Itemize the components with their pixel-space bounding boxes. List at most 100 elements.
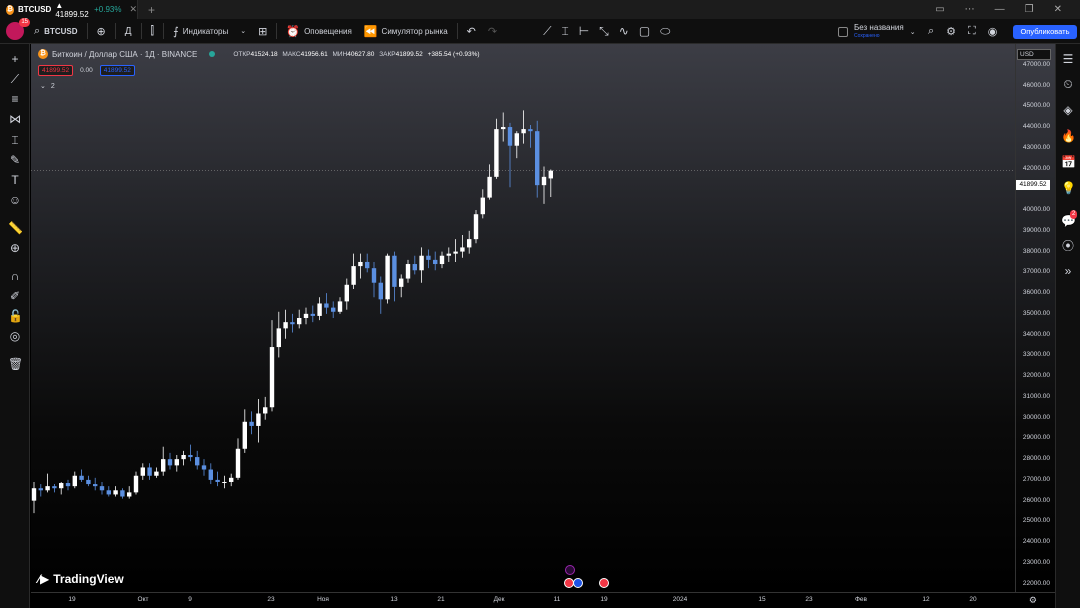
candle[interactable]: [392, 251, 397, 302]
time-axis-settings-icon[interactable]: ⚙: [1028, 595, 1037, 605]
candle[interactable]: [154, 467, 159, 478]
candle[interactable]: [405, 259, 411, 283]
ellipse-icon[interactable]: ⬭: [660, 23, 671, 38]
candle[interactable]: [65, 479, 71, 491]
layout-name-button[interactable]: Без названия Сохранено ⌄: [838, 19, 916, 44]
candle[interactable]: [541, 166, 547, 204]
zoom-icon[interactable]: ⊕: [9, 241, 21, 255]
indicators-collapse-toggle[interactable]: ⌄ 2: [40, 82, 55, 90]
economic-event-icon[interactable]: [599, 578, 609, 588]
candle[interactable]: [59, 481, 64, 495]
economic-event-icon[interactable]: [573, 578, 583, 588]
candle[interactable]: [426, 249, 431, 269]
candle[interactable]: [269, 320, 275, 412]
candle[interactable]: [38, 484, 43, 497]
candle[interactable]: [276, 311, 281, 358]
publish-button[interactable]: Опубликовать: [1013, 25, 1077, 39]
candle[interactable]: [52, 484, 57, 493]
candle[interactable]: [412, 255, 417, 275]
candle[interactable]: [521, 110, 526, 144]
legend-title[interactable]: Биткоин / Доллар США · 1Д · BINANCE: [52, 49, 198, 59]
candlestick-chart[interactable]: [31, 44, 1015, 592]
candle[interactable]: [99, 481, 105, 495]
candle[interactable]: [365, 253, 370, 273]
alerts-clock-icon[interactable]: ⏲: [1063, 77, 1073, 91]
maximize-icon[interactable]: ❐: [1024, 4, 1034, 15]
candle[interactable]: [303, 307, 309, 325]
candle[interactable]: [487, 164, 492, 200]
candle[interactable]: [113, 486, 118, 497]
chart-type-button[interactable]: ⫿: [145, 19, 161, 44]
candle[interactable]: [351, 253, 356, 289]
candle[interactable]: [290, 313, 295, 333]
buy-button[interactable]: 41899.52: [99, 65, 135, 76]
layouts-button[interactable]: ⊞: [252, 19, 273, 44]
quick-search-icon[interactable]: ⌕: [928, 25, 935, 37]
candle[interactable]: [127, 486, 132, 499]
candle[interactable]: [337, 297, 343, 314]
pattern-icon[interactable]: ⋈: [9, 112, 21, 126]
eye-icon[interactable]: ◎: [9, 329, 21, 343]
snapshot-icon[interactable]: ◉: [987, 26, 998, 38]
settings-icon[interactable]: ⚙: [946, 26, 957, 38]
time-axis[interactable]: ⚙ 19 Окт 9 23 Ноя 13 21 Дек 11 19 2024 15 23 Фев 12 20: [31, 592, 1055, 608]
candle[interactable]: [548, 169, 553, 198]
browser-tab[interactable]: ₿ BTCUSD ▲ 41899.52 +0.93% ✕: [0, 0, 138, 19]
tradingview-logo[interactable]: ⁄▶ TradingView: [38, 572, 124, 586]
candle[interactable]: [399, 274, 404, 298]
candle[interactable]: [167, 452, 173, 470]
rectangle-icon[interactable]: ▢: [638, 24, 651, 38]
close-tab-icon[interactable]: ✕: [129, 4, 137, 14]
fullscreen-icon[interactable]: ⛶: [968, 25, 976, 37]
candle[interactable]: [331, 301, 336, 318]
candle[interactable]: [324, 293, 329, 314]
indicators-button[interactable]: ⨍ Индикаторы ⌄: [167, 19, 252, 44]
candle[interactable]: [222, 475, 227, 489]
minimize-icon[interactable]: —: [994, 4, 1005, 15]
undo-button[interactable]: ↶: [461, 19, 482, 44]
currency-select[interactable]: USD: [1017, 49, 1051, 60]
candle[interactable]: [283, 309, 288, 339]
candle[interactable]: [358, 253, 363, 279]
candle[interactable]: [31, 481, 37, 514]
candle[interactable]: [473, 210, 479, 244]
candle[interactable]: [514, 131, 519, 159]
brush-icon[interactable]: ✎: [9, 153, 21, 167]
alerts-button[interactable]: ⏰ Оповещения: [280, 19, 357, 44]
price-axis[interactable]: 47000.00 46000.00 45000.00 44000.00 43000.00…: [1015, 44, 1055, 592]
more-icon[interactable]: ⋯: [964, 4, 975, 15]
signal-icon[interactable]: »: [1064, 264, 1072, 278]
candle[interactable]: [446, 247, 451, 262]
candle[interactable]: [106, 486, 111, 497]
candle[interactable]: [263, 396, 268, 420]
hotlist-icon[interactable]: 🔥: [1061, 129, 1076, 143]
trend-line-icon[interactable]: ⟋: [10, 72, 20, 86]
candle[interactable]: [371, 261, 377, 298]
layout-icon[interactable]: ▭: [935, 4, 945, 15]
replay-button[interactable]: ⏪ Симулятор рынка: [358, 19, 454, 44]
trend-line-icon[interactable]: ⟋: [543, 23, 552, 38]
candle[interactable]: [480, 189, 485, 219]
candle[interactable]: [310, 305, 315, 323]
avatar[interactable]: 15: [6, 18, 30, 40]
emoji-icon[interactable]: ☺: [8, 193, 22, 207]
candle[interactable]: [147, 463, 152, 480]
candle[interactable]: [460, 234, 465, 258]
symbol-search-button[interactable]: ⌕ BTCUSD: [28, 19, 84, 44]
candle[interactable]: [439, 251, 445, 269]
redo-button[interactable]: ↷: [482, 19, 503, 44]
ruler-icon[interactable]: 📏: [8, 221, 23, 235]
candle[interactable]: [249, 411, 254, 435]
candle[interactable]: [453, 239, 458, 262]
candle[interactable]: [133, 471, 139, 495]
candle[interactable]: [317, 297, 322, 321]
candle[interactable]: [215, 471, 220, 487]
earnings-event-icon[interactable]: [565, 565, 575, 575]
candle[interactable]: [161, 446, 166, 476]
ideas-icon[interactable]: 💡: [1061, 181, 1076, 195]
horizontal-measure-icon[interactable]: ⊢: [578, 24, 590, 38]
candle[interactable]: [297, 309, 302, 329]
candle[interactable]: [229, 473, 234, 487]
candle[interactable]: [195, 450, 200, 470]
new-tab-icon[interactable]: +: [148, 2, 156, 17]
